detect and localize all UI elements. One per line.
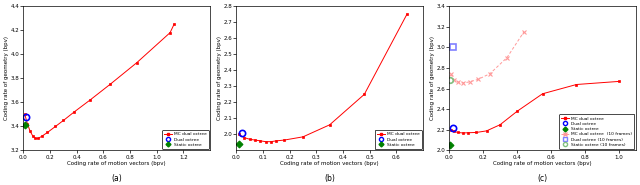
X-axis label: Coding rate of motion vectors (bpv): Coding rate of motion vectors (bpv) <box>280 161 379 166</box>
Legend: MC dual octree, Dual octree, Static octree: MC dual octree, Dual octree, Static octr… <box>162 130 209 149</box>
Text: (c): (c) <box>538 174 548 183</box>
Text: (b): (b) <box>324 174 335 183</box>
Y-axis label: Coding rate of geometry (bpv): Coding rate of geometry (bpv) <box>217 36 222 120</box>
Y-axis label: Coding rate of geometry (bpv): Coding rate of geometry (bpv) <box>4 36 9 120</box>
Legend: MC dual octree, Dual octree, Static octree: MC dual octree, Dual octree, Static octr… <box>374 130 422 149</box>
Legend: MC dual octree, Dual octree, Static octree, MC dual octree  (10 frames), Dual oc: MC dual octree, Dual octree, Static octr… <box>559 115 634 149</box>
X-axis label: Coding rate of motion vectors (bpv): Coding rate of motion vectors (bpv) <box>493 161 592 166</box>
X-axis label: Coding rate of motion vectors (bpv): Coding rate of motion vectors (bpv) <box>67 161 166 166</box>
Text: (a): (a) <box>111 174 122 183</box>
Y-axis label: Coding rate of geometry (bpv): Coding rate of geometry (bpv) <box>430 36 435 120</box>
